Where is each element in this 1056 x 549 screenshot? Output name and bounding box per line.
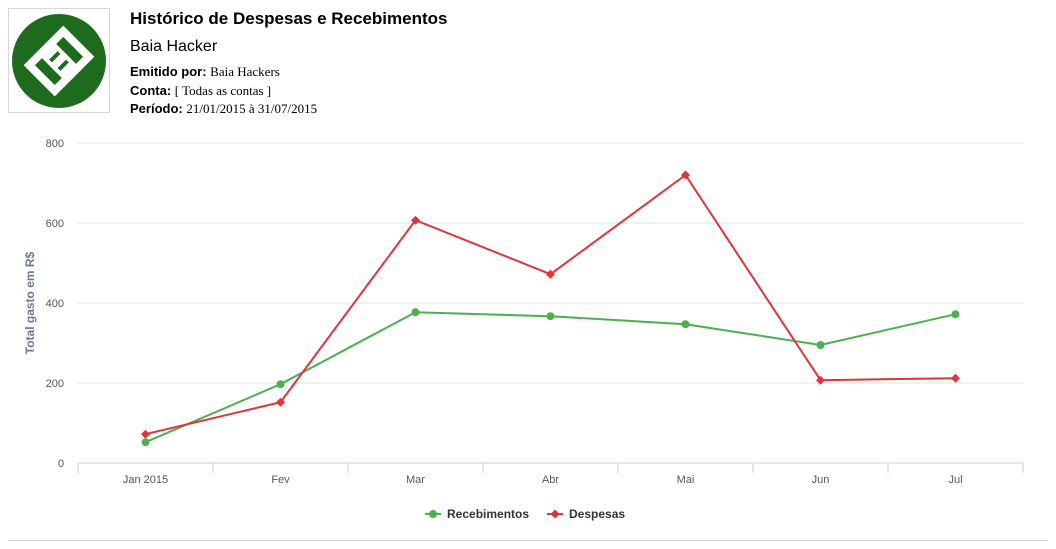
x-tick-label: Jul bbox=[948, 474, 962, 486]
period-label: Período: bbox=[130, 101, 183, 116]
data-point bbox=[276, 397, 285, 407]
data-point bbox=[681, 170, 690, 180]
baia-hacker-logo-icon bbox=[12, 14, 106, 108]
data-point bbox=[681, 320, 690, 329]
issued-by-value: Baia Hackers bbox=[210, 64, 280, 79]
data-point bbox=[276, 380, 285, 389]
account-label: Conta: bbox=[130, 83, 172, 98]
legend-label: Despesas bbox=[569, 507, 625, 521]
company-name: Baia Hacker bbox=[130, 38, 218, 55]
y-tick-label: 800 bbox=[46, 138, 64, 150]
x-tick-label: Jan 2015 bbox=[123, 474, 168, 486]
account-line: Conta: [ Todas as contas ] bbox=[130, 83, 271, 99]
period-line: Período: 21/01/2015 à 31/07/2015 bbox=[130, 101, 317, 117]
series-line-despesas bbox=[145, 173, 956, 436]
issued-by-label: Emitido por: bbox=[130, 64, 207, 79]
data-point bbox=[141, 429, 150, 439]
legend-marker bbox=[429, 510, 437, 518]
data-point bbox=[141, 438, 150, 447]
y-tick-label: 600 bbox=[46, 218, 64, 230]
x-tick-label: Mai bbox=[677, 474, 695, 486]
account-value: [ Todas as contas ] bbox=[174, 83, 272, 98]
bottom-divider bbox=[8, 540, 1048, 541]
y-tick-label: 0 bbox=[58, 458, 64, 470]
x-tick-label: Jun bbox=[812, 474, 830, 486]
x-tick-label: Fev bbox=[271, 474, 290, 486]
line-chart: 0 200 400 600 800 Jan 2015 Fev Mar Abr Mai Jun Jul T… bbox=[23, 138, 1024, 521]
report-title: Histórico de Despesas e Recebimentos bbox=[130, 9, 448, 28]
legend-marker bbox=[550, 509, 560, 519]
issued-by-line: Emitido por: Baia Hackers bbox=[130, 64, 280, 80]
legend-label: Recebimentos bbox=[447, 507, 529, 521]
period-value: 21/01/2015 à 31/07/2015 bbox=[186, 101, 318, 116]
data-point bbox=[951, 310, 960, 319]
y-tick-label: 200 bbox=[46, 378, 64, 390]
data-point bbox=[951, 373, 960, 383]
data-point bbox=[546, 312, 555, 321]
series-line-recebimentos bbox=[145, 311, 956, 444]
data-point bbox=[411, 215, 420, 225]
y-axis-title: Total gasto em R$ bbox=[23, 251, 37, 354]
company-logo bbox=[8, 8, 110, 113]
y-tick-label: 400 bbox=[46, 298, 64, 310]
data-point bbox=[816, 341, 825, 349]
x-tick-label: Mar bbox=[406, 474, 425, 486]
x-tick-label: Abr bbox=[542, 474, 559, 486]
data-point bbox=[816, 375, 825, 385]
data-point bbox=[411, 308, 420, 317]
data-point bbox=[546, 269, 555, 279]
